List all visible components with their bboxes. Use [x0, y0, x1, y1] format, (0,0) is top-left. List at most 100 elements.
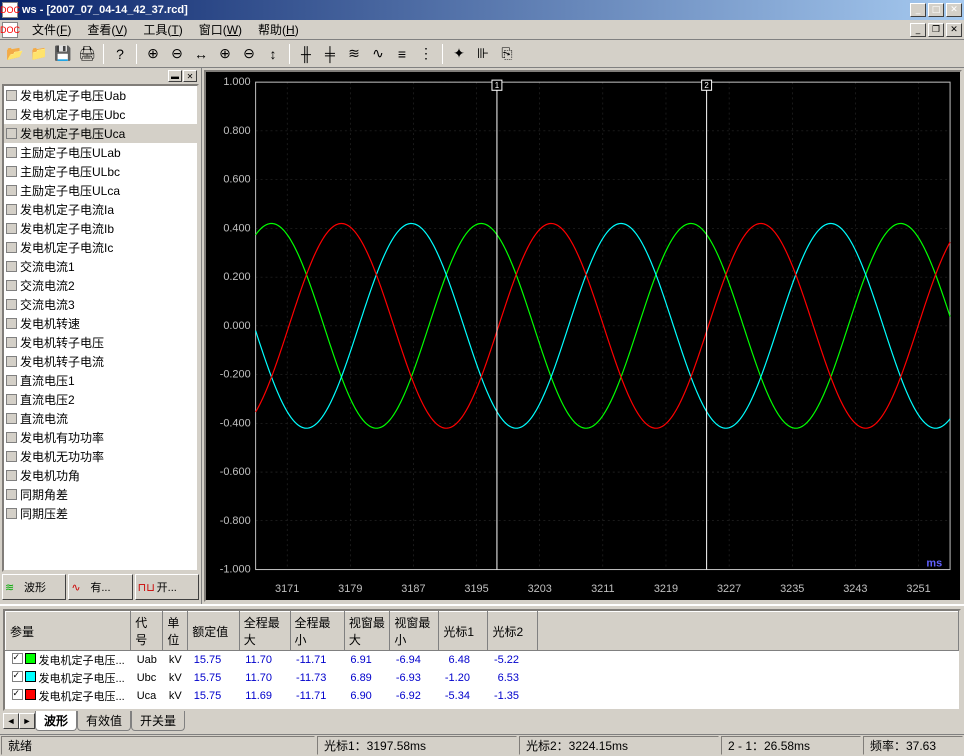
data-tab[interactable]: 开关量 [131, 711, 185, 731]
open2-icon[interactable]: 📁 [28, 43, 50, 65]
tab-scroll-right-button[interactable]: ► [19, 713, 35, 729]
channel-item[interactable]: 直流电流 [4, 409, 197, 428]
zoom-x-in-icon[interactable]: ⊕ [142, 43, 164, 65]
data-tab[interactable]: 波形 [35, 711, 77, 731]
channel-checkbox[interactable] [6, 451, 17, 462]
wave-multi-icon[interactable]: ≋ [343, 43, 365, 65]
sidebar-close-button[interactable]: ✕ [183, 70, 197, 82]
channel-checkbox[interactable] [6, 128, 17, 139]
channel-item[interactable]: 发电机转子电压 [4, 333, 197, 352]
save-icon[interactable]: 💾 [52, 43, 74, 65]
sidebar-tab[interactable]: ∿有... [68, 574, 132, 600]
channel-checkbox[interactable] [6, 375, 17, 386]
cursor1-icon[interactable]: ╫ [295, 43, 317, 65]
channel-checkbox[interactable] [6, 242, 17, 253]
channel-item[interactable]: 发电机定子电流Ia [4, 200, 197, 219]
channel-item[interactable]: 交流电流1 [4, 257, 197, 276]
column-header[interactable]: 全程最小 [290, 612, 344, 651]
channel-item[interactable]: 发电机定子电流Ib [4, 219, 197, 238]
vector-icon[interactable]: ✦ [448, 43, 470, 65]
waveform-chart[interactable]: 1.0000.8000.6000.4000.2000.000-0.200-0.4… [204, 70, 962, 602]
sidebar-tab[interactable]: ⊓⊔开... [135, 574, 199, 600]
channel-item[interactable]: 同期角差 [4, 485, 197, 504]
channel-checkbox[interactable] [6, 299, 17, 310]
export-icon[interactable]: ⎘ [496, 43, 518, 65]
minimize-button[interactable]: _ [910, 3, 926, 17]
channel-item[interactable]: 交流电流2 [4, 276, 197, 295]
channel-item[interactable]: 直流电压1 [4, 371, 197, 390]
table-row[interactable]: 发电机定子电压...UabkV15.7511.70-11.716.91-6.94… [6, 651, 959, 670]
channel-checkbox[interactable] [6, 90, 17, 101]
help-icon[interactable]: ? [109, 43, 131, 65]
column-header[interactable]: 全程最大 [239, 612, 290, 651]
column-header[interactable]: 光标2 [488, 612, 537, 651]
close-button[interactable]: ✕ [946, 3, 962, 17]
column-header[interactable]: 视窗最大 [344, 612, 389, 651]
channel-checkbox[interactable] [6, 337, 17, 348]
zoom-y-fit-icon[interactable]: ↕ [262, 43, 284, 65]
menu-w[interactable]: 窗口(W) [191, 19, 250, 40]
channel-item[interactable]: 发电机定子电压Ubc [4, 105, 197, 124]
channel-item[interactable]: 主励定子电压ULca [4, 181, 197, 200]
wave-split-icon[interactable]: ≡ [391, 43, 413, 65]
channel-item[interactable]: 发电机转子电流 [4, 352, 197, 371]
channel-item[interactable]: 发电机无功功率 [4, 447, 197, 466]
channel-checkbox[interactable] [6, 109, 17, 120]
channel-item[interactable]: 同期压差 [4, 504, 197, 523]
channel-checkbox[interactable] [6, 413, 17, 424]
channel-checkbox[interactable] [6, 185, 17, 196]
column-header[interactable]: 代号 [131, 612, 163, 651]
channel-checkbox[interactable] [6, 318, 17, 329]
wave-single-icon[interactable]: ∿ [367, 43, 389, 65]
table-row[interactable]: 发电机定子电压...UcakV15.7511.69-11.716.90-6.92… [6, 687, 959, 705]
print-icon[interactable]: 🖨 [76, 43, 98, 65]
channel-checkbox[interactable] [6, 489, 17, 500]
menu-f[interactable]: 文件(F) [24, 19, 79, 40]
menu-t[interactable]: 工具(T) [135, 19, 190, 40]
zoom-y-in-icon[interactable]: ⊕ [214, 43, 236, 65]
tab-scroll-left-button[interactable]: ◄ [3, 713, 19, 729]
data-tab[interactable]: 有效值 [77, 711, 131, 731]
column-header[interactable]: 光标1 [439, 612, 488, 651]
channel-item[interactable]: 直流电压2 [4, 390, 197, 409]
sidebar-tab[interactable]: ≋波形 [2, 574, 66, 600]
channel-list[interactable]: 发电机定子电压Uab发电机定子电压Ubc发电机定子电压Uca主励定子电压ULab… [2, 84, 199, 572]
cursor2-icon[interactable]: ╪ [319, 43, 341, 65]
maximize-button[interactable]: □ [928, 3, 944, 17]
channel-checkbox[interactable] [6, 432, 17, 443]
column-header[interactable]: 单位 [163, 612, 188, 651]
wave-overlay-icon[interactable]: ⋮ [415, 43, 437, 65]
channel-checkbox[interactable] [6, 223, 17, 234]
sidebar-dock-button[interactable]: ▬ [168, 70, 182, 82]
channel-checkbox[interactable] [6, 166, 17, 177]
channel-item[interactable]: 发电机定子电压Uab [4, 86, 197, 105]
channel-item[interactable]: 主励定子电压ULab [4, 143, 197, 162]
mdi-close-button[interactable]: ✕ [946, 23, 962, 37]
channel-item[interactable]: 发电机有功功率 [4, 428, 197, 447]
menu-h[interactable]: 帮助(H) [250, 19, 307, 40]
column-header[interactable]: 参量 [6, 612, 131, 651]
channel-item[interactable]: 发电机转速 [4, 314, 197, 333]
column-header[interactable]: 视窗最小 [390, 612, 439, 651]
channel-item[interactable]: 交流电流3 [4, 295, 197, 314]
channel-checkbox[interactable] [6, 280, 17, 291]
channel-checkbox[interactable] [6, 147, 17, 158]
zoom-x-fit-icon[interactable]: ↔ [190, 43, 212, 65]
zoom-y-out-icon[interactable]: ⊖ [238, 43, 260, 65]
channel-checkbox[interactable] [6, 261, 17, 272]
table-row[interactable]: 发电机定子电压...UbckV15.7511.70-11.736.89-6.93… [6, 669, 959, 687]
open-icon[interactable]: 📂 [4, 43, 26, 65]
channel-item[interactable]: 发电机功角 [4, 466, 197, 485]
channel-item[interactable]: 发电机定子电压Uca [4, 124, 197, 143]
channel-checkbox[interactable] [6, 356, 17, 367]
harmonic-icon[interactable]: ⊪ [472, 43, 494, 65]
mdi-restore-button[interactable]: ❐ [928, 23, 944, 37]
channel-item[interactable]: 发电机定子电流Ic [4, 238, 197, 257]
column-header[interactable]: 额定值 [188, 612, 240, 651]
channel-checkbox[interactable] [6, 470, 17, 481]
mdi-minimize-button[interactable]: _ [910, 23, 926, 37]
channel-checkbox[interactable] [6, 394, 17, 405]
channel-checkbox[interactable] [6, 204, 17, 215]
menu-v[interactable]: 查看(V) [79, 19, 135, 40]
channel-item[interactable]: 主励定子电压ULbc [4, 162, 197, 181]
